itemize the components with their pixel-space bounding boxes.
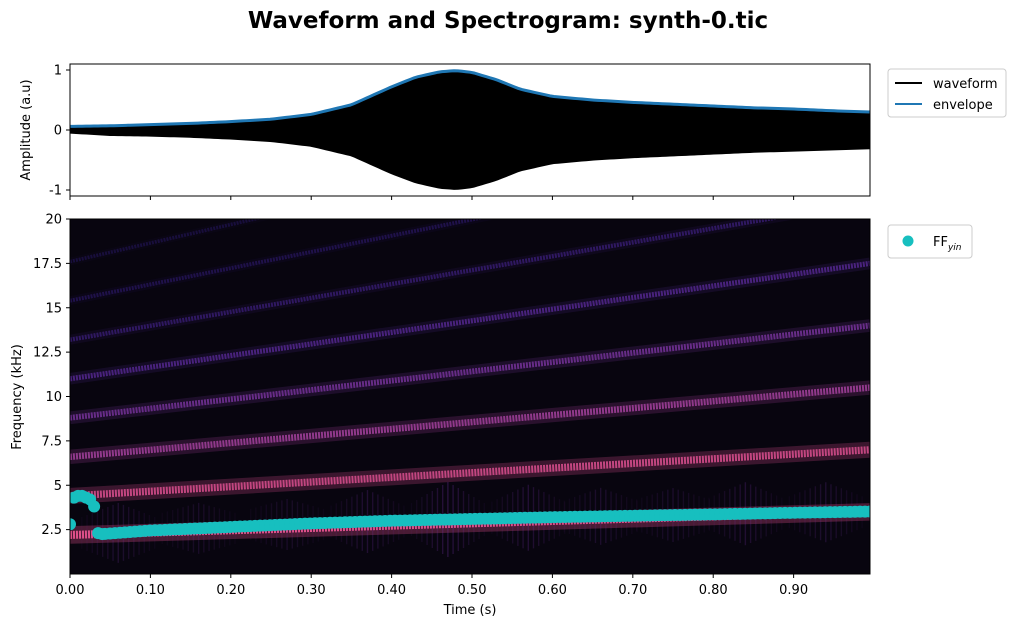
ff-point xyxy=(70,518,76,531)
waveform-y-tick-label: 0 xyxy=(54,124,62,139)
envelope-series xyxy=(70,69,870,128)
spectrogram-x-tick-label: 0.00 xyxy=(56,583,85,598)
spectrogram-x-tick-label: 0.80 xyxy=(699,583,728,598)
spectrogram-y-tick-label: 15 xyxy=(45,301,62,316)
harmonic-band xyxy=(70,219,781,342)
legend-waveform-label: waveform xyxy=(933,77,998,92)
spectrogram-x-tick-label: 0.90 xyxy=(779,583,808,598)
spectrogram-x-axis-label: Time (s) xyxy=(443,603,497,618)
spectrogram-x-tick-label: 0.20 xyxy=(216,583,245,598)
spectrogram-x-tick-label: 0.60 xyxy=(538,583,567,598)
legend-ff-subscript: yin xyxy=(947,243,962,253)
spectrogram-x-tick-label: 0.50 xyxy=(458,583,487,598)
waveform-legend: waveform envelope xyxy=(887,68,1007,118)
spectrogram-x-tick-label: 0.40 xyxy=(377,583,406,598)
spectrogram-y-tick-label: 5 xyxy=(54,479,62,494)
harmonic-band xyxy=(70,219,263,264)
spectrogram-y-tick-label: 17.5 xyxy=(33,257,62,272)
waveform-series xyxy=(70,70,870,190)
spectrogram-x-tick-label: 0.30 xyxy=(297,583,326,598)
waveform-panel: -1 0 1 Amplitude (a.u) xyxy=(19,63,871,200)
spectrogram-panel: 2.5 5 7.5 10 12.5 15 17.5 20 0.00 0.10 0.20 0.30 0.… xyxy=(10,213,871,618)
spectrogram-x-tick-label: 0.70 xyxy=(618,583,647,598)
harmonic-band xyxy=(70,384,870,461)
legend-ff-label: FFyin xyxy=(933,235,962,253)
spectrogram-y-tick-label: 12.5 xyxy=(33,346,62,361)
spectrogram-y-tick-label: 2.5 xyxy=(41,523,62,538)
waveform-y-tick-label: -1 xyxy=(49,184,62,199)
harmonic-band xyxy=(70,446,870,500)
harmonic-band xyxy=(70,322,870,421)
ff-point xyxy=(864,505,870,518)
harmonic-band xyxy=(70,219,485,303)
figure-title: Waveform and Spectrogram: synth-0.tic xyxy=(248,8,768,34)
legend-ff-swatch xyxy=(902,235,914,247)
ff-point xyxy=(88,500,101,513)
spectrogram-legend: FFyin xyxy=(887,224,973,259)
ff-point xyxy=(96,528,109,541)
ff-yin-series xyxy=(70,489,870,541)
spectrogram-x-tick-label: 0.10 xyxy=(136,583,165,598)
spectrogram-y-axis-label: Frequency (kHz) xyxy=(10,344,25,450)
harmonic-band xyxy=(70,260,870,382)
legend-ff-name: FF xyxy=(933,235,948,250)
spectrogram-legend-box xyxy=(887,224,973,259)
spectrogram-y-tick-label: 20 xyxy=(45,213,62,228)
waveform-y-tick-label: 1 xyxy=(54,64,62,79)
waveform-y-axis-label: Amplitude (a.u) xyxy=(19,79,34,180)
legend-envelope-label: envelope xyxy=(933,98,993,113)
spectrogram-y-tick-label: 7.5 xyxy=(41,434,62,449)
spectrogram-y-tick-label: 10 xyxy=(45,390,62,405)
